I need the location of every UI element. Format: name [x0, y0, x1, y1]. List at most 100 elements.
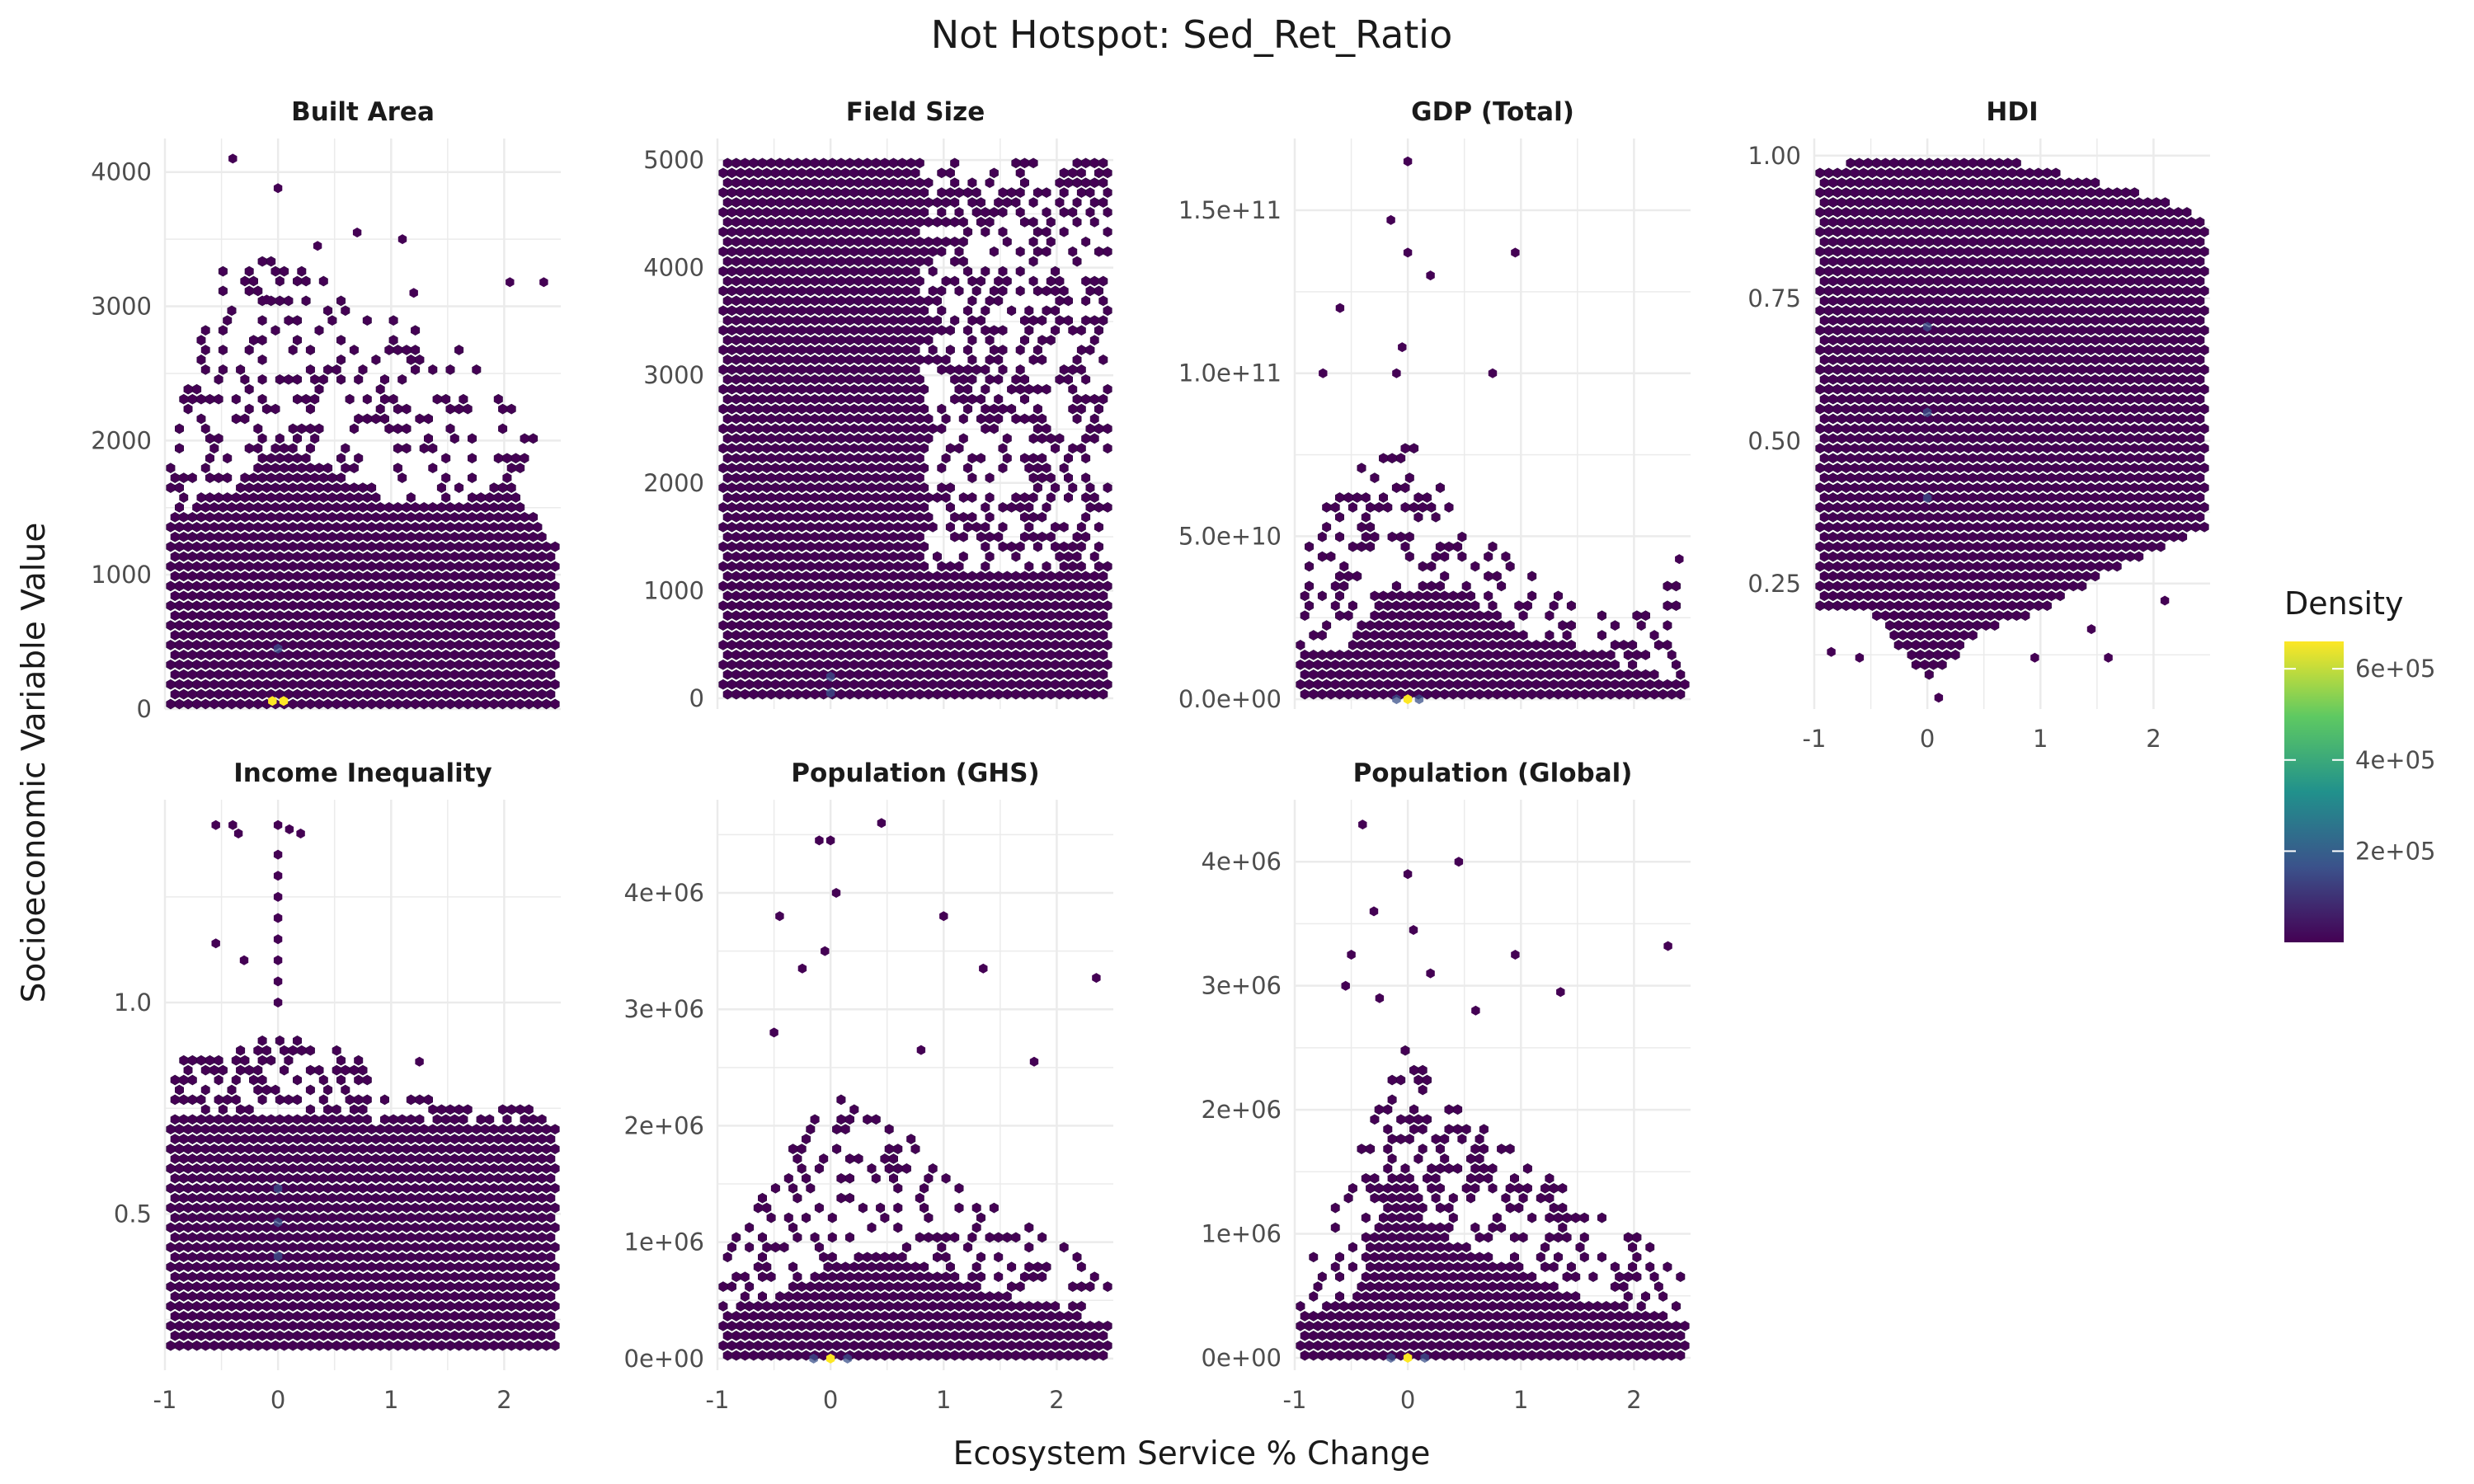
- y-axis-label: Socioeconomic Variable Value: [16, 523, 53, 1003]
- y-tick-label: 1000: [91, 561, 152, 589]
- density-peak-hexbin: [1403, 694, 1413, 705]
- outlier-hexbin: [815, 835, 824, 846]
- y-tick-label: 4000: [91, 158, 152, 186]
- facet-label: Built Area: [291, 97, 435, 127]
- outlier-hexbin: [769, 1027, 778, 1038]
- outlier-hexbin: [1511, 950, 1520, 960]
- y-tick-label: 1000: [643, 576, 704, 604]
- density-peak-hexbin: [1922, 407, 1932, 418]
- outlier-hexbin: [273, 183, 283, 194]
- outlier-hexbin: [1403, 869, 1413, 880]
- outlier-hexbin: [2104, 652, 2113, 663]
- x-tick-label: 1: [2033, 725, 2048, 753]
- outlier-hexbin: [285, 824, 294, 834]
- outlier-hexbin: [1426, 968, 1435, 979]
- hexbin-layer: [1296, 819, 1690, 1363]
- hexbin-layer: [718, 157, 1112, 700]
- outlier-hexbin: [397, 234, 407, 245]
- legend-colorbar: [2284, 641, 2344, 942]
- hexbin-layer: [166, 153, 560, 710]
- outlier-hexbin: [1386, 214, 1395, 225]
- outlier-hexbin: [1663, 941, 1672, 951]
- outlier-hexbin: [877, 818, 887, 829]
- y-tick-label: 3000: [91, 293, 152, 321]
- y-tick-label: 1e+06: [624, 1228, 705, 1256]
- y-tick-label: 4e+06: [1202, 848, 1282, 876]
- dense-hexbins: [166, 433, 560, 710]
- outlier-hexbin: [273, 871, 283, 881]
- outlier-hexbin: [1454, 857, 1464, 867]
- y-tick-label: 0: [137, 695, 152, 723]
- density-peak-hexbin: [1386, 1353, 1395, 1363]
- density-peak-hexbin: [273, 1183, 283, 1194]
- density-peak-hexbin: [1414, 694, 1424, 705]
- outlier-hexbin: [1398, 342, 1407, 353]
- y-tick-label: 2e+06: [1202, 1096, 1282, 1124]
- dense-hexbins: [1296, 1163, 1690, 1361]
- outlier-hexbin: [775, 911, 784, 922]
- x-axis-label: Ecosystem Service % Change: [953, 1435, 1431, 1472]
- outlier-hexbin: [539, 277, 548, 288]
- dense-hexbins: [1815, 157, 2209, 680]
- outlier-hexbin: [211, 938, 220, 949]
- density-peak-hexbin: [825, 1353, 835, 1364]
- sparse-hexbins: [718, 1094, 1112, 1312]
- outlier-hexbin: [1347, 950, 1356, 960]
- outlier-hexbin: [296, 829, 305, 838]
- hexbin-layer: [166, 819, 560, 1351]
- facet-label: Income Inequality: [233, 758, 492, 788]
- y-tick-label: 0.5: [114, 1200, 152, 1228]
- density-peak-hexbin: [809, 1353, 818, 1364]
- outlier-hexbin: [273, 819, 283, 830]
- outlier-hexbin: [273, 976, 283, 987]
- outlier-hexbin: [1092, 973, 1101, 984]
- x-tick-label: 2: [1049, 1386, 1064, 1414]
- x-tick-label: 2: [2146, 725, 2161, 753]
- legend-tick-label: 6e+05: [2355, 655, 2436, 683]
- density-peak-hexbin: [825, 688, 835, 698]
- outlier-hexbin: [1934, 693, 1944, 703]
- y-tick-label: 2000: [91, 426, 152, 454]
- x-tick-label: 0: [1920, 725, 1935, 753]
- outlier-hexbin: [916, 1045, 926, 1055]
- facet-panel: GDP (Total) 0.0e+00 5.0e+10 1.0e+11 1.5e+11: [1178, 97, 1691, 713]
- outlier-hexbin: [262, 294, 271, 305]
- outlier-hexbin: [1335, 303, 1345, 313]
- x-tick-label: -1: [1803, 725, 1827, 753]
- outlier-hexbin: [1392, 368, 1401, 378]
- y-tick-label: 0e+00: [624, 1345, 705, 1373]
- y-tick-label: 0: [689, 684, 704, 712]
- facet-panel: Population (Global) 0e+00 1e+06 2e+06 3e+06 4…: [1202, 758, 1691, 1414]
- y-tick-label: 5.0e+10: [1178, 522, 1282, 550]
- x-tick-label: 2: [1626, 1386, 1641, 1414]
- density-legend: Density 2e+05 4e+05 6e+05: [2284, 585, 2436, 942]
- outlier-hexbin: [239, 955, 249, 965]
- outlier-hexbin: [1319, 368, 1328, 378]
- facet-panel: Population (GHS) 0e+00 1e+06 2e+06 3e+06 4e+0…: [624, 758, 1113, 1414]
- facet-panel: Field Size 0 1000 2000 3000 4000 5000: [643, 97, 1113, 712]
- outlier-hexbin: [939, 911, 948, 922]
- outlier-hexbin: [1426, 270, 1435, 281]
- facet-label: HDI: [1986, 97, 2038, 127]
- outlier-hexbin: [1403, 247, 1413, 258]
- outlier-hexbin: [2160, 595, 2170, 606]
- y-tick-label: 2e+06: [624, 1111, 705, 1139]
- outlier-hexbin: [979, 963, 988, 974]
- outlier-hexbin: [2030, 652, 2039, 663]
- facet-label: Field Size: [846, 97, 985, 127]
- outlier-hexbin: [831, 888, 841, 898]
- outlier-hexbin: [352, 228, 362, 237]
- density-peak-hexbin: [273, 1251, 283, 1261]
- density-peak-hexbin: [279, 696, 289, 707]
- y-tick-label: 4e+06: [624, 879, 705, 907]
- outlier-hexbin: [1369, 906, 1379, 917]
- outlier-hexbin: [211, 819, 220, 830]
- legend-tick-label: 2e+05: [2355, 837, 2436, 865]
- outlier-hexbin: [1675, 554, 1684, 565]
- dense-hexbins: [718, 1252, 1112, 1361]
- facet-panel: Income Inequality 0.5 1.0 -1 0 1 2: [114, 758, 561, 1414]
- outlier-hexbin: [825, 835, 835, 846]
- outlier-hexbin: [313, 241, 322, 251]
- facet-label: Population (Global): [1353, 758, 1633, 788]
